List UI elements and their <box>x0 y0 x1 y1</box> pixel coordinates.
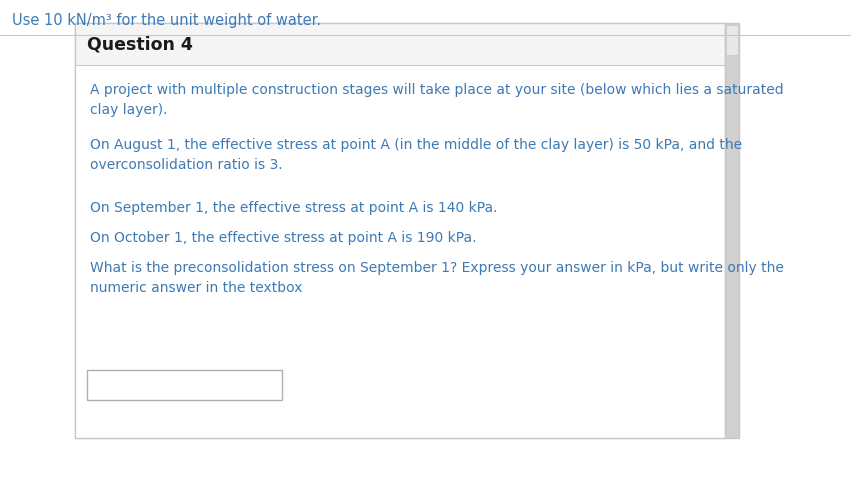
Text: A project with multiple construction stages will take place at your site (below : A project with multiple construction sta… <box>90 83 784 117</box>
FancyBboxPatch shape <box>75 23 725 438</box>
FancyBboxPatch shape <box>75 65 725 438</box>
Text: What is the preconsolidation stress on September 1? Express your answer in kPa, : What is the preconsolidation stress on S… <box>90 261 784 295</box>
FancyBboxPatch shape <box>725 23 739 438</box>
FancyBboxPatch shape <box>75 23 725 65</box>
Text: On October 1, the effective stress at point A is 190 kPa.: On October 1, the effective stress at po… <box>90 231 477 245</box>
Text: On August 1, the effective stress at point A (in the middle of the clay layer) i: On August 1, the effective stress at poi… <box>90 138 742 172</box>
FancyBboxPatch shape <box>87 370 282 400</box>
Text: Use 10 kN/m³ for the unit weight of water.: Use 10 kN/m³ for the unit weight of wate… <box>12 13 321 28</box>
FancyBboxPatch shape <box>726 25 738 55</box>
Text: On September 1, the effective stress at point A is 140 kPa.: On September 1, the effective stress at … <box>90 201 498 215</box>
Text: Question 4: Question 4 <box>87 35 193 53</box>
